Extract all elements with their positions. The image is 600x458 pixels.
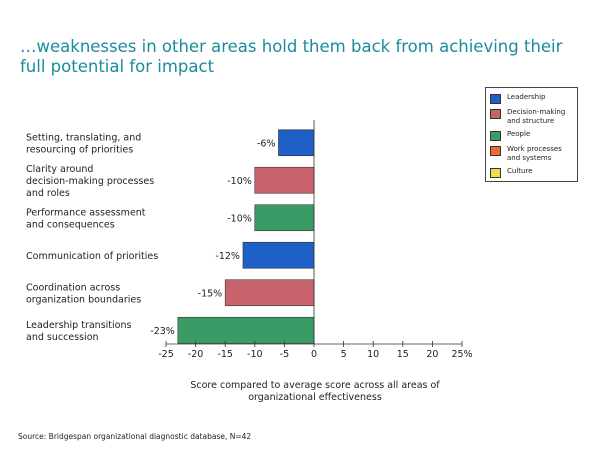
legend-swatch <box>490 146 501 156</box>
legend-label: Decision-making and structure <box>507 108 566 125</box>
data-label: -6% <box>257 138 276 149</box>
bar <box>278 129 315 157</box>
legend: Leadership Decision-making and structure… <box>485 87 578 182</box>
x-tick-label: -15 <box>217 349 233 360</box>
x-tick-label: 20 <box>426 349 438 360</box>
x-tick-label: -20 <box>188 349 204 360</box>
bar <box>254 204 315 232</box>
legend-swatch <box>490 94 501 104</box>
legend-label: Work processes and systems <box>507 145 562 162</box>
data-label: -10% <box>227 213 252 224</box>
bar <box>224 279 315 307</box>
x-tick-label: -25 <box>158 349 174 360</box>
x-tick-label: 15 <box>397 349 409 360</box>
legend-item-people: People <box>490 130 573 141</box>
x-tick-label: 10 <box>367 349 379 360</box>
category-label: Performance assessment and consequences <box>26 207 146 230</box>
legend-label: People <box>507 130 531 138</box>
source-note: Source: Bridgespan organizational diagno… <box>18 432 252 441</box>
category-label: Leadership transitions and succession <box>26 320 131 343</box>
x-axis-label: Score compared to average score across a… <box>190 380 440 403</box>
x-tick-label: -10 <box>247 349 263 360</box>
legend-label: Leadership <box>507 93 546 101</box>
legend-swatch <box>490 131 501 141</box>
category-label: Clarity around decision-making processes a… <box>26 164 154 199</box>
x-tick-label: 5 <box>341 349 347 360</box>
category-label: Setting, translating, and resourcing of p… <box>26 132 141 155</box>
x-tick-label: -5 <box>280 349 289 360</box>
bar <box>254 166 315 194</box>
category-label: Communication of priorities <box>26 251 158 262</box>
category-label: Coordination across organization boundari… <box>26 282 141 305</box>
legend-item-culture: Culture <box>490 167 573 178</box>
data-label: -15% <box>198 288 223 299</box>
data-label: -10% <box>227 176 252 187</box>
x-tick-label: 25% <box>451 349 472 360</box>
chart-title: …weaknesses in other areas hold them bac… <box>20 37 563 76</box>
bar <box>242 241 315 269</box>
legend-label: Culture <box>507 167 533 175</box>
bar <box>177 316 315 344</box>
legend-swatch <box>490 109 501 119</box>
legend-swatch <box>490 168 501 178</box>
legend-item-work-processes: Work processes and systems <box>490 145 573 163</box>
x-tick-label: 0 <box>311 349 317 360</box>
legend-item-leadership: Leadership <box>490 93 573 104</box>
data-label: -23% <box>150 326 175 337</box>
data-label: -12% <box>215 251 240 262</box>
legend-item-decision-making: Decision-making and structure <box>490 108 573 126</box>
